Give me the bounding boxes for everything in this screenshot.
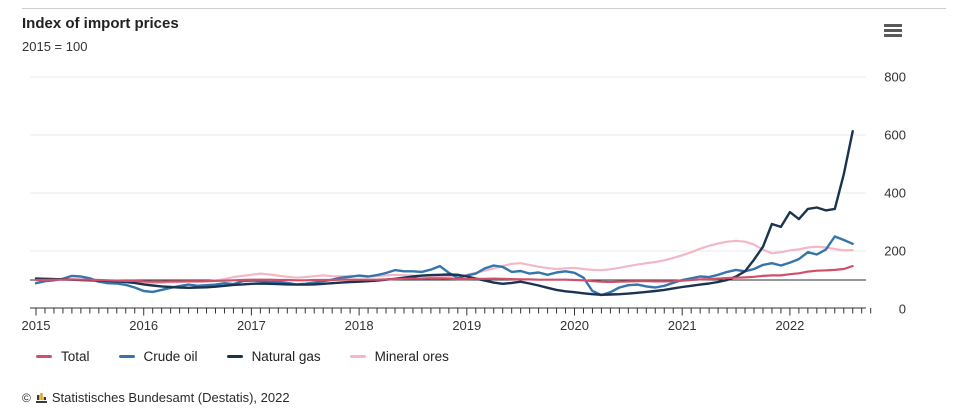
- legend-marker-crude-oil: [118, 355, 135, 358]
- legend-marker-total: [36, 355, 52, 358]
- legend-label: Total: [61, 349, 90, 364]
- chart-subtitle: 2015 = 100: [22, 39, 88, 54]
- legend-marker-mineral-ores: [349, 355, 366, 358]
- x-axis-label-2017: 2017: [237, 318, 266, 333]
- source-attribution: © Statistisches Bundesamt (Destatis), 20…: [22, 390, 290, 405]
- x-axis-label-2020: 2020: [560, 318, 589, 333]
- legend-label: Natural gas: [251, 349, 321, 364]
- y-axis-label-600: 600: [884, 128, 906, 143]
- chart-legend: Total Crude oil Natural gas Mineral ores: [36, 349, 449, 364]
- legend-label: Mineral ores: [374, 349, 449, 364]
- copyright-symbol: ©: [22, 390, 31, 405]
- top-divider: [22, 8, 946, 9]
- x-axis-label-2018: 2018: [345, 318, 374, 333]
- chart-plot-area: 0 200 400 600 800 2015 2016 2017 2018 2019 2020 202…: [22, 70, 906, 334]
- legend-item-mineral-ores[interactable]: Mineral ores: [349, 349, 449, 364]
- x-axis-label-2016: 2016: [129, 318, 158, 333]
- source-text: Statistisches Bundesamt (Destatis), 2022: [51, 390, 290, 405]
- series-line-mineral-ores: [34, 239, 854, 284]
- legend-marker-natural-gas: [226, 355, 243, 358]
- legend-item-total[interactable]: Total: [36, 349, 90, 364]
- x-axis-label-2015: 2015: [22, 318, 51, 333]
- series-line-total: [34, 265, 854, 284]
- series-line-natural-gas: [34, 129, 854, 296]
- legend-label: Crude oil: [143, 349, 198, 364]
- y-axis-label-0: 0: [899, 302, 906, 317]
- y-axis-label-400: 400: [884, 186, 906, 201]
- y-axis-label-800: 800: [884, 70, 906, 85]
- x-axis-label-2019: 2019: [452, 318, 481, 333]
- line-chart-canvas: 0 200 400 600 800 2015 2016 2017 2018 2019 2020 202…: [22, 70, 906, 334]
- legend-item-crude-oil[interactable]: Crude oil: [118, 349, 198, 364]
- destatis-bar-chart-icon: [35, 393, 47, 403]
- x-axis-label-2022: 2022: [775, 318, 804, 333]
- legend-item-natural-gas[interactable]: Natural gas: [226, 349, 321, 364]
- x-axis-label-2021: 2021: [668, 318, 697, 333]
- chart-title: Index of import prices: [22, 15, 179, 32]
- hamburger-menu-icon[interactable]: [882, 21, 904, 41]
- y-axis-label-200: 200: [884, 244, 906, 259]
